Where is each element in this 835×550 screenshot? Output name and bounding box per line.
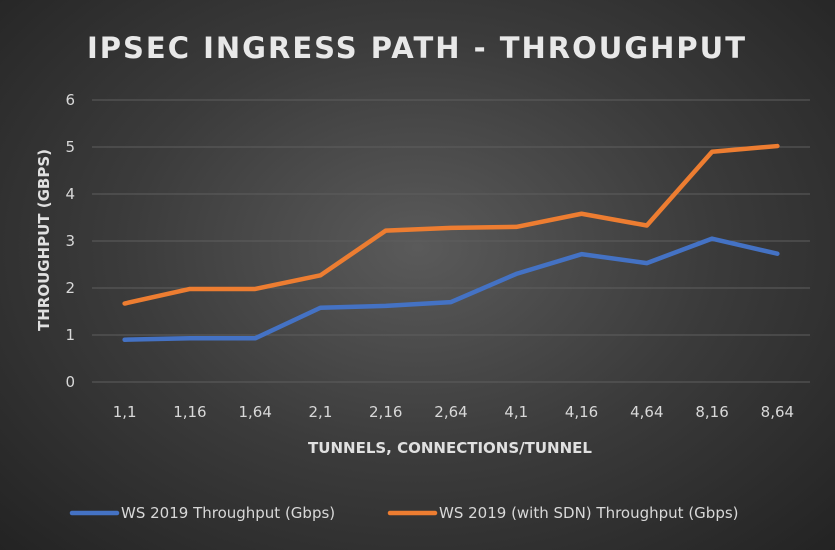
x-tick-label: 8,64 [761, 403, 794, 421]
series-line-2 [122, 143, 780, 306]
x-tick-label: 2,64 [434, 403, 467, 421]
x-axis-title: TUNNELS, CONNECTIONS/TUNNEL [308, 439, 592, 457]
y-tick-label: 0 [65, 373, 75, 391]
x-tick-label: 1,16 [173, 403, 206, 421]
x-axis-ticks: 1,1 1,16 1,64 2,1 2,16 2,64 4,1 4,16 4,64 8,16 8,6… [113, 403, 794, 421]
x-tick-label: 4,64 [630, 403, 663, 421]
legend-label-2: WS 2019 (with SDN) Throughput (Gbps) [439, 504, 739, 522]
y-tick-label: 3 [65, 232, 75, 250]
y-tick-label: 1 [65, 326, 75, 344]
y-tick-label: 6 [65, 91, 75, 109]
x-tick-label: 1,64 [238, 403, 271, 421]
y-tick-label: 5 [65, 138, 75, 156]
x-tick-label: 4,16 [565, 403, 598, 421]
y-axis-ticks: 0 1 2 3 4 5 6 [65, 91, 75, 391]
series-line-1 [122, 236, 780, 342]
y-axis-title: THROUGHPUT (GBPS) [35, 149, 53, 331]
legend: WS 2019 Throughput (Gbps) WS 2019 (with S… [69, 504, 739, 522]
x-tick-label: 2,1 [309, 403, 333, 421]
x-tick-label: 1,1 [113, 403, 137, 421]
series-lines [122, 143, 780, 342]
chart-title: IPSEC INGRESS PATH - THROUGHPUT [87, 31, 747, 65]
y-tick-label: 4 [65, 185, 75, 203]
x-tick-label: 8,16 [695, 403, 728, 421]
y-tick-label: 2 [65, 279, 75, 297]
x-tick-label: 4,1 [504, 403, 528, 421]
legend-label-1: WS 2019 Throughput (Gbps) [121, 504, 335, 522]
x-tick-label: 2,16 [369, 403, 402, 421]
